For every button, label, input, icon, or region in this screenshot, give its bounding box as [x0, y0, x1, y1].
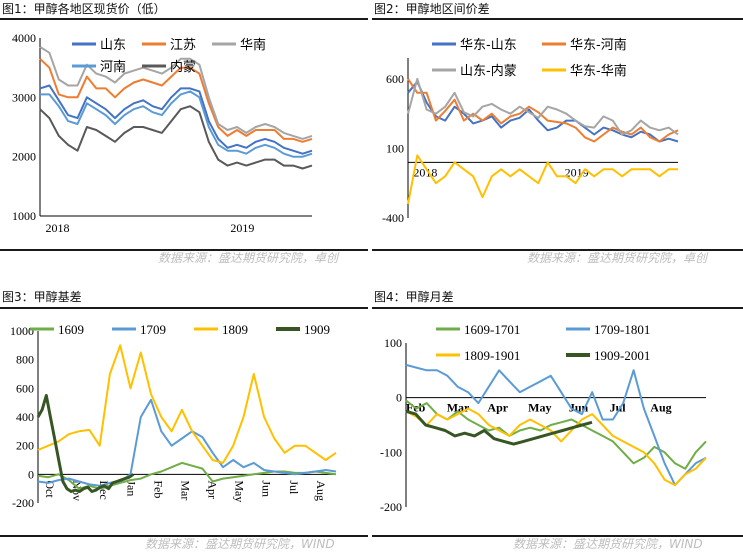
legend-label-1809: 1809: [222, 322, 248, 337]
y-tick-label-600: 600: [386, 72, 404, 86]
y-tick-label-2000: 2000: [12, 150, 36, 164]
x-tick-label-aug: Aug: [650, 401, 671, 415]
chart3-title: 图3：甲醇基差: [2, 290, 82, 304]
legend-label-item: 河南: [100, 59, 126, 75]
series-line-item: [39, 46, 313, 140]
legend-label-1609-1701: 1609-1701: [464, 322, 520, 337]
chart1-top-rule: [0, 18, 368, 20]
series-line-item: [39, 58, 313, 143]
x-tick-label-feb: Feb: [151, 480, 165, 498]
legend-label-1709: 1709: [140, 322, 166, 337]
y-tick-label-0: 0: [396, 391, 402, 405]
x-tick-label-apr: Apr: [206, 480, 220, 499]
series-line-item: [40, 90, 313, 158]
series-line-1709-1801: [405, 363, 707, 487]
y-tick-label-200: 200: [16, 439, 34, 453]
x-tick-label-jul: Jul: [287, 480, 301, 495]
y-tick-label-100: 100: [386, 141, 404, 155]
legend-label-item: 内蒙: [170, 59, 196, 75]
legend-label-1809-1901: 1809-1901: [464, 348, 520, 363]
legend-label-1709-1801: 1709-1801: [594, 322, 650, 337]
y-tick-label-1000: 1000: [12, 209, 36, 223]
legend-label-item: 华东-山东: [460, 38, 517, 53]
series-line-item: [407, 77, 679, 136]
series-line-item: [39, 105, 313, 170]
x-tick-label-may: May: [233, 480, 247, 502]
legend-label-1909: 1909: [304, 322, 330, 337]
series-line-item: [407, 154, 678, 205]
chart4-source: 数据来源：盛达期货研究院，WIND: [513, 537, 703, 551]
legend-label-item: 华东-华南: [570, 63, 627, 79]
y-tick-label-1000: 1000: [10, 324, 34, 338]
x-tick-label-jun: Jun: [260, 480, 274, 497]
chart2-bottom-rule: [372, 249, 743, 251]
series-line-1909-2001: [405, 409, 593, 446]
chart4-bottom-rule: [372, 535, 743, 537]
x-tick-label-2019: 2019: [230, 221, 254, 235]
chart4-title: 图4：甲醇月差: [374, 290, 454, 304]
series-line-item: [407, 80, 679, 143]
y-tick-label-4000: 4000: [12, 31, 36, 45]
chart3-top-rule: [0, 307, 368, 309]
y-tick-label-400: -400: [382, 211, 404, 225]
series-line-1609-1701: [405, 399, 707, 470]
legend-label-1609: 1609: [58, 322, 84, 337]
y-tick-label-800: 800: [16, 353, 34, 367]
y-tick-label-200: -200: [380, 500, 402, 514]
x-tick-label-mar: Mar: [178, 480, 192, 500]
chart3-bottom-rule: [0, 535, 368, 537]
legend-label-item: 华南: [240, 37, 266, 53]
legend-label-1909-2001: 1909-2001: [594, 348, 650, 363]
legend-label-item: 山东-内蒙: [460, 63, 517, 79]
y-tick-label-200: -200: [12, 496, 34, 510]
x-tick-label-2019: 2019: [565, 165, 589, 179]
series-line-1709: [37, 398, 337, 487]
y-tick-label-400: 400: [16, 410, 34, 424]
chart2-source: 数据来源：盛达期货研究院，卓创: [527, 251, 708, 265]
series-line-1809-1901: [405, 407, 707, 487]
y-tick-label-100: 100: [384, 336, 402, 350]
y-tick-label-100: -100: [380, 445, 402, 459]
y-tick-label-0: 0: [28, 467, 34, 481]
x-tick-label-jan: Jan: [124, 480, 138, 496]
y-tick-label-600: 600: [16, 381, 34, 395]
y-tick-label-3000: 3000: [12, 90, 36, 104]
series-line-1909: [36, 394, 135, 493]
x-tick-label-2018: 2018: [45, 221, 69, 235]
chart3-source: 数据来源：盛达期货研究院，WIND: [145, 537, 335, 551]
chart1-source: 数据来源：盛达期货研究院，卓创: [158, 251, 339, 265]
series-line-item: [407, 78, 679, 143]
chart2-title: 图2：甲醇地区间价差: [374, 2, 490, 16]
x-tick-label-oct: Oct: [43, 480, 57, 498]
chart1-title: 图1：甲醇各地区现货价（低）: [2, 2, 166, 16]
x-tick-label-apr: Apr: [487, 401, 508, 415]
chart2-top-rule: [372, 18, 743, 20]
series-line-1809: [37, 344, 337, 464]
series-line-item: [39, 84, 313, 155]
legend-label-item: 华东-河南: [570, 37, 627, 53]
legend-label-item: 江苏: [170, 37, 196, 53]
x-tick-label-aug: Aug: [314, 480, 328, 501]
chart4-top-rule: [372, 307, 743, 309]
legend-label-item: 山东: [100, 38, 126, 53]
chart1-bottom-rule: [0, 249, 368, 251]
x-tick-label-may: May: [528, 401, 551, 415]
